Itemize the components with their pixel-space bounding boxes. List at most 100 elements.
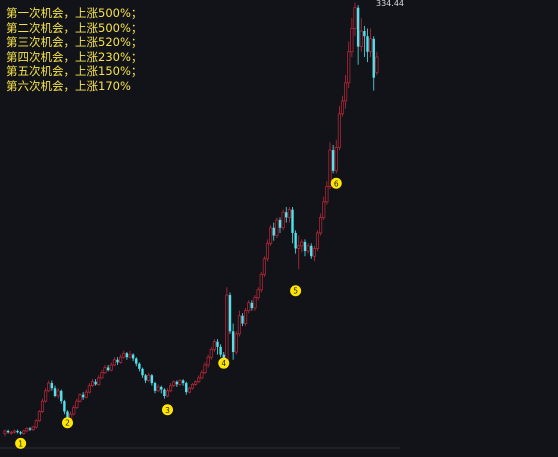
candle: [106, 364, 110, 372]
candle: [372, 36, 375, 91]
candle: [363, 25, 366, 57]
candle-body-down: [66, 411, 69, 420]
candle-body-down: [278, 220, 282, 228]
marker-circle: [218, 357, 230, 369]
candle: [100, 370, 104, 380]
candles-layer: [3, 2, 379, 437]
candle: [265, 239, 270, 262]
candle-body-up: [197, 377, 201, 383]
peak-price-label: 334.44: [376, 0, 404, 8]
candle: [272, 222, 275, 241]
candle-body-up: [100, 372, 104, 379]
candle: [359, 18, 363, 52]
candle: [297, 235, 301, 270]
candle: [135, 357, 138, 367]
candle-body-down: [331, 150, 335, 171]
candle: [165, 388, 170, 398]
candle-body-up: [312, 248, 316, 257]
candle-body-up: [337, 113, 341, 148]
candle: [47, 380, 51, 393]
candle: [185, 381, 188, 395]
candle-body-up: [165, 390, 170, 397]
opportunity-marker-5: 5: [290, 285, 302, 297]
candle-body-down: [16, 430, 19, 433]
candle-body-up: [212, 341, 216, 350]
candle: [103, 364, 107, 374]
candle: [119, 354, 123, 364]
candle: [300, 239, 304, 253]
candle-body-up: [325, 186, 329, 203]
candle: [25, 427, 29, 433]
candle: [247, 300, 251, 314]
opportunity-marker-6: 6: [330, 177, 342, 189]
candle: [340, 95, 345, 117]
candle-body-up: [340, 100, 345, 115]
candle-body-down: [94, 381, 97, 385]
candle: [337, 106, 341, 151]
candle: [331, 144, 335, 174]
candle-body-up: [34, 420, 38, 428]
candle: [319, 213, 323, 236]
candle: [228, 292, 232, 334]
candle: [109, 362, 113, 372]
annotation-line-2: 第二次机会，上涨500%；: [6, 20, 143, 35]
candle-body-up: [253, 297, 257, 309]
candle-body-up: [350, 28, 354, 53]
candle-body-up: [306, 245, 310, 252]
candle: [209, 346, 213, 360]
candle-body-up: [103, 367, 107, 374]
candle: [125, 352, 129, 360]
marker-label: 3: [165, 406, 170, 415]
candle-body-down: [116, 359, 119, 363]
candle: [81, 392, 85, 400]
candle-body-up: [75, 400, 79, 408]
candle: [163, 388, 166, 399]
candle-body-up: [206, 356, 210, 366]
marker-label: 2: [65, 419, 70, 428]
candle: [356, 5, 360, 65]
candle: [90, 379, 95, 387]
candle-body-down: [285, 212, 288, 218]
candle-body-up: [347, 51, 351, 84]
candle-body-up: [90, 381, 95, 386]
candle-body-up: [156, 386, 160, 392]
candle-body-up: [40, 400, 45, 412]
candle-body-up: [87, 385, 91, 393]
candle: [194, 380, 198, 386]
candle-body-up: [200, 372, 204, 379]
candle-body-down: [175, 381, 179, 385]
candle-body-down: [291, 209, 294, 233]
candle: [122, 350, 126, 359]
marker-label: 6: [334, 179, 339, 188]
annotation-line-1: 第一次机会，上涨500%；: [6, 6, 143, 20]
candle-body-up: [244, 310, 248, 324]
candle: [138, 362, 141, 372]
candle-body-down: [81, 394, 85, 398]
candle-body-down: [216, 341, 219, 347]
annotation-line-5: 第五次机会，上涨150%；: [6, 64, 143, 79]
candle: [197, 375, 201, 384]
marker-label: 4: [221, 359, 226, 368]
candle-body-up: [297, 245, 301, 249]
candle: [128, 350, 132, 359]
candle: [16, 429, 19, 434]
marker-circle: [290, 285, 302, 297]
candle-body-down: [131, 354, 135, 359]
annotation-line-6: 第六次机会，上涨170%: [6, 78, 131, 93]
candle-body-up: [315, 232, 320, 249]
marker-circle: [62, 417, 73, 429]
candle-body-down: [372, 38, 375, 78]
candle-body-up: [281, 211, 285, 229]
candle-body-down: [250, 302, 254, 308]
candle: [328, 142, 332, 189]
candle-body-up: [172, 381, 176, 386]
annotation-line-3: 第三次机会，上涨520%；: [6, 35, 143, 50]
candle: [169, 383, 173, 393]
opportunity-marker-1: 1: [15, 437, 27, 449]
candle-body-up: [322, 201, 326, 218]
candle-body-up: [225, 294, 229, 363]
candle-body-down: [138, 363, 141, 369]
candle-body-down: [53, 388, 57, 396]
